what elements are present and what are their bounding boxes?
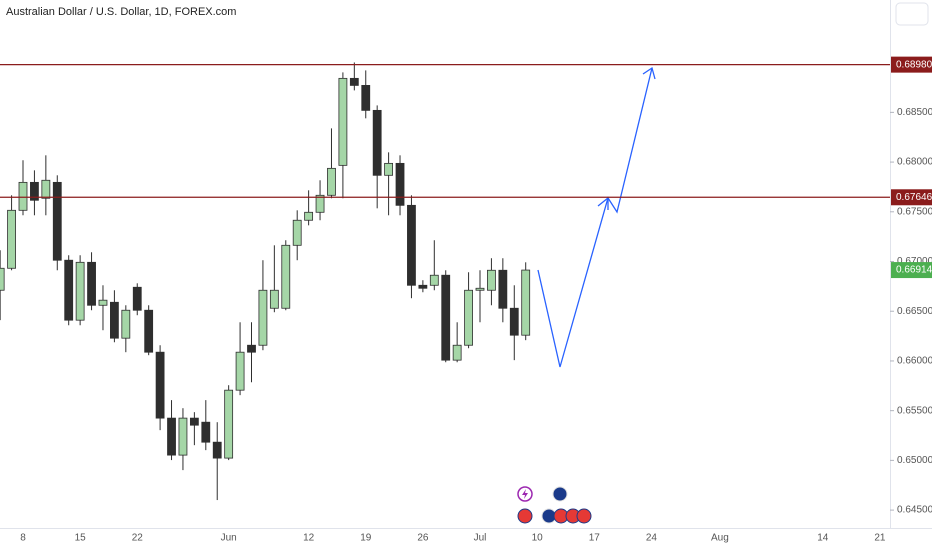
x-tick-label: 26 xyxy=(417,533,429,544)
candle-body xyxy=(475,287,485,291)
y-tick-label: 0.68500 xyxy=(897,107,932,118)
candle-body xyxy=(110,301,119,339)
candle-body xyxy=(41,179,51,199)
candle-body xyxy=(64,259,74,321)
candle-body xyxy=(247,344,256,353)
candle-body xyxy=(372,109,382,176)
x-tick-label: 15 xyxy=(75,533,87,544)
y-tick-label: 0.64500 xyxy=(897,505,932,516)
y-tick-label: 0.68000 xyxy=(897,157,932,168)
candle-body xyxy=(144,309,154,353)
y-tick-label: 0.67000 xyxy=(897,256,932,267)
y-tick-label: 0.67500 xyxy=(897,206,932,217)
last-price-box xyxy=(891,262,932,279)
y-tick-label: 0.66500 xyxy=(897,306,932,317)
candle-body xyxy=(7,209,16,269)
candle-body xyxy=(75,261,85,321)
level-label: 0.67646 xyxy=(896,192,932,203)
candle-body xyxy=(235,351,245,391)
candle-body xyxy=(121,309,131,339)
candle-body xyxy=(509,307,519,336)
chart-title: Australian Dollar / U.S. Dollar, 1D, FOR… xyxy=(6,6,236,18)
candle-body xyxy=(52,181,62,261)
candle-body xyxy=(349,77,359,86)
candle-body xyxy=(441,274,451,361)
candle-body xyxy=(292,219,302,246)
x-tick-label: 10 xyxy=(532,533,544,544)
x-tick-label: 19 xyxy=(360,533,372,544)
x-tick-label: 8 xyxy=(20,533,26,544)
candle-body xyxy=(269,289,279,309)
candle-body xyxy=(87,261,96,306)
x-tick-label: 21 xyxy=(874,533,886,544)
candle-body xyxy=(30,181,39,201)
x-tick-label: Jul xyxy=(474,533,487,544)
candle-body xyxy=(315,194,325,213)
candle-body xyxy=(281,244,291,309)
plot-area xyxy=(0,62,531,501)
event-icons[interactable] xyxy=(517,486,592,524)
candle-body xyxy=(155,351,165,419)
candle-body xyxy=(395,162,405,206)
candle-body xyxy=(304,211,314,221)
level-label: 0.68980 xyxy=(896,59,932,70)
candle-body xyxy=(498,269,508,309)
candle-body xyxy=(464,289,473,346)
candle-body xyxy=(0,267,5,291)
candle-body xyxy=(201,421,211,443)
candle-body xyxy=(258,289,268,346)
candle-body xyxy=(452,344,462,361)
arrow-head xyxy=(597,196,609,210)
candle-body xyxy=(327,167,336,196)
x-tick-label: 17 xyxy=(589,533,601,544)
x-tick-label: 12 xyxy=(303,533,315,544)
candle-body xyxy=(521,269,531,336)
candle-body xyxy=(429,274,439,286)
candle-body xyxy=(224,389,234,459)
candle-body xyxy=(98,299,108,306)
candle-body xyxy=(418,284,428,289)
candle-body xyxy=(487,269,496,291)
candle-body xyxy=(338,77,348,166)
arrow-head xyxy=(642,66,656,80)
x-tick-label: Aug xyxy=(711,533,729,544)
y-tick-label: 0.65000 xyxy=(897,455,932,466)
last-price-label: 0.66914 xyxy=(896,265,932,276)
candle-body xyxy=(132,286,142,311)
level-label-box xyxy=(891,56,932,73)
candle-body xyxy=(212,441,222,459)
candle-body xyxy=(407,204,416,286)
candle-body xyxy=(178,417,188,456)
x-tick-label: Jun xyxy=(221,533,237,544)
level-label-box xyxy=(891,189,932,206)
y-tick-label: 0.65500 xyxy=(897,405,932,416)
chart-button[interactable] xyxy=(895,2,929,26)
x-tick-label: 24 xyxy=(646,533,658,544)
candle-body xyxy=(189,417,199,426)
y-tick-label: 0.66000 xyxy=(897,356,932,367)
candle-body xyxy=(384,162,394,176)
candle-body xyxy=(361,85,371,111)
candle-body xyxy=(167,417,176,456)
x-tick-label: 22 xyxy=(132,533,144,544)
x-tick-label: 14 xyxy=(817,533,829,544)
candle-body xyxy=(18,181,28,211)
